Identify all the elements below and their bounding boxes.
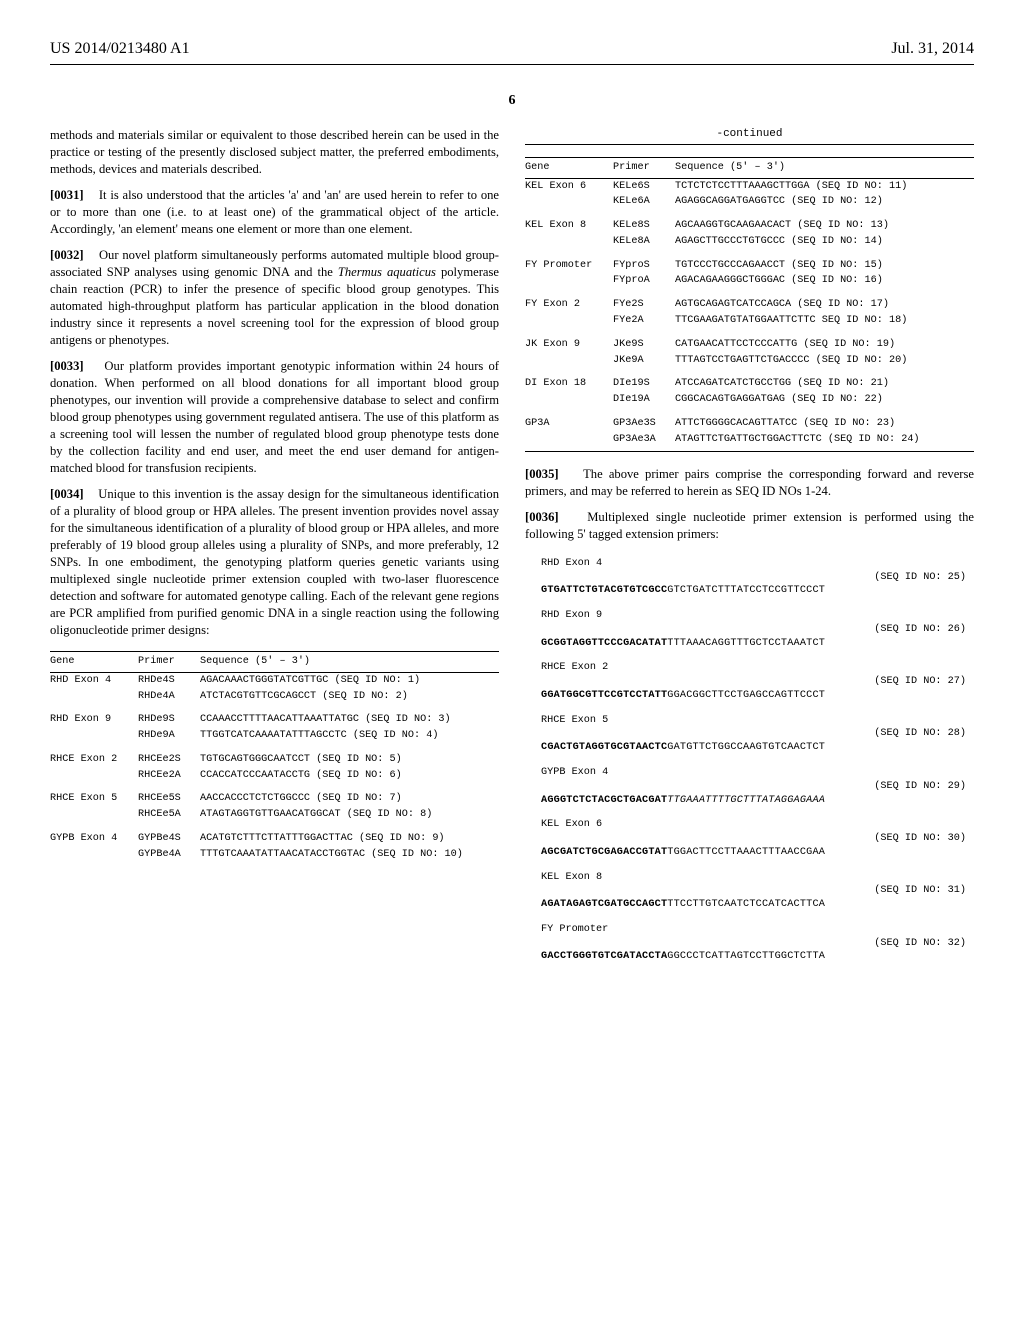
table-row: GP3Ae3AATAGTTCTGATTGCTGGACTTCTC (SEQ ID …: [525, 432, 974, 448]
table-row: RHCE Exon 2RHCEe2STGTGCAGTGGGCAATCCT (SE…: [50, 744, 499, 768]
body-paragraph: [0032] Our novel platform simultaneously…: [50, 247, 499, 349]
table-row: RHDe4AATCTACGTGTTCGCAGCCT (SEQ ID NO: 2): [50, 689, 499, 705]
publication-date: Jul. 31, 2014: [891, 40, 974, 58]
two-columns: methods and materials similar or equival…: [50, 127, 974, 975]
table-row: DI Exon 18DIe19SATCCAGATCATCTGCCTGG (SEQ…: [525, 368, 974, 392]
publication-number: US 2014/0213480 A1: [50, 40, 190, 58]
ext-primer-block: KEL Exon 8(SEQ ID NO: 31)AGATAGAGTCGATGC…: [541, 871, 974, 912]
table-row: RHCEe5AATAGTAGGTGTTGAACATGGCAT (SEQ ID N…: [50, 807, 499, 823]
ext-primer-block: KEL Exon 6(SEQ ID NO: 30)AGCGATCTGCGAGAC…: [541, 818, 974, 859]
table-row: FY Exon 2FYe2SAGTGCAGAGTCATCCAGCA (SEQ I…: [525, 289, 974, 313]
patent-page: US 2014/0213480 A1 Jul. 31, 2014 6 metho…: [0, 0, 1024, 1320]
ext-primer-block: RHD Exon 4(SEQ ID NO: 25)GTGATTCTGTACGTG…: [541, 557, 974, 598]
table-row: GYPB Exon 4GYPBe4SACATGTCTTTCTTATTTGGACT…: [50, 823, 499, 847]
col-seq: Sequence (5' – 3'): [200, 652, 499, 673]
table-row: RHCE Exon 5RHCEe5SAACCACCCTCTCTGGCCC (SE…: [50, 783, 499, 807]
body-paragraph: [0035] The above primer pairs comprise t…: [525, 466, 974, 500]
divider: [525, 144, 974, 145]
continued-label: -continued: [525, 127, 974, 142]
table-row: DIe19ACGGCACAGTGAGGATGAG (SEQ ID NO: 22): [525, 392, 974, 408]
ext-primer-block: RHCE Exon 5(SEQ ID NO: 28)CGACTGTAGGTGCG…: [541, 714, 974, 755]
body-paragraph: [0034] Unique to this invention is the a…: [50, 486, 499, 639]
col-gene: Gene: [50, 652, 138, 673]
page-number: 6: [509, 93, 516, 108]
table-row: JK Exon 9JKe9SCATGAACATTCCTCCCATTG (SEQ …: [525, 329, 974, 353]
primer-table-right: Gene Primer Sequence (5' – 3') KEL Exon …: [525, 157, 974, 452]
table-row: KELe8AAGAGCTTGCCCTGTGCCC (SEQ ID NO: 14): [525, 234, 974, 250]
body-paragraph: [0033] Our platform provides important g…: [50, 358, 499, 477]
ext-primer-block: FY Promoter(SEQ ID NO: 32)GACCTGGGTGTCGA…: [541, 923, 974, 964]
table-row: KEL Exon 8KELe8SAGCAAGGTGCAAGAACACT (SEQ…: [525, 210, 974, 234]
col-seq: Sequence (5' – 3'): [675, 157, 974, 178]
table-row: JKe9ATTTAGTCCTGAGTTCTGACCCC (SEQ ID NO: …: [525, 353, 974, 369]
table-row: RHCEe2ACCACCATCCCAATACCTG (SEQ ID NO: 6): [50, 768, 499, 784]
right-column: -continued Gene Primer Sequence (5' – 3'…: [525, 127, 974, 975]
col-gene: Gene: [525, 157, 613, 178]
body-paragraph: [0031] It is also understood that the ar…: [50, 187, 499, 238]
table-row: RHDe9ATTGGTCATCAAAATATTTAGCCTC (SEQ ID N…: [50, 728, 499, 744]
extension-primers: RHD Exon 4(SEQ ID NO: 25)GTGATTCTGTACGTG…: [525, 557, 974, 964]
col-primer: Primer: [613, 157, 675, 178]
primer-table-left: Gene Primer Sequence (5' – 3') RHD Exon …: [50, 651, 499, 862]
table-row: KELe6AAGAGGCAGGATGAGGTCC (SEQ ID NO: 12): [525, 194, 974, 210]
table-row: FYproAAGACAGAAGGGCTGGGAC (SEQ ID NO: 16): [525, 273, 974, 289]
body-paragraph: [0036] Multiplexed single nucleotide pri…: [525, 509, 974, 543]
table-row: GYPBe4ATTTGTCAAATATTAACATACCTGGTAC (SEQ …: [50, 847, 499, 863]
ext-primer-block: RHCE Exon 2(SEQ ID NO: 27)GGATGGCGTTCCGT…: [541, 661, 974, 702]
col-primer: Primer: [138, 652, 200, 673]
table-row: FY PromoterFYproSTGTCCCTGCCCAGAACCT (SEQ…: [525, 250, 974, 274]
body-paragraph: methods and materials similar or equival…: [50, 127, 499, 178]
page-num-wrapper: 6: [50, 91, 974, 109]
ext-primer-block: RHD Exon 9(SEQ ID NO: 26)GCGGTAGGTTCCCGA…: [541, 609, 974, 650]
table-row: FYe2ATTCGAAGATGTATGGAATTCTTC SEQ ID NO: …: [525, 313, 974, 329]
table-row: GP3AGP3Ae3SATTCTGGGGCACAGTTATCC (SEQ ID …: [525, 408, 974, 432]
page-header: US 2014/0213480 A1 Jul. 31, 2014: [50, 0, 974, 65]
ext-primer-block: GYPB Exon 4(SEQ ID NO: 29)AGGGTCTCTACGCT…: [541, 766, 974, 807]
table-row: RHD Exon 9RHDe9SCCAAACCTTTTAACATTAAATTAT…: [50, 704, 499, 728]
table-row: KEL Exon 6KELe6STCTCTCTCCTTTAAAGCTTGGA (…: [525, 178, 974, 194]
left-column: methods and materials similar or equival…: [50, 127, 499, 975]
table-row: RHD Exon 4RHDe4SAGACAAACTGGGTATCGTTGC (S…: [50, 672, 499, 688]
